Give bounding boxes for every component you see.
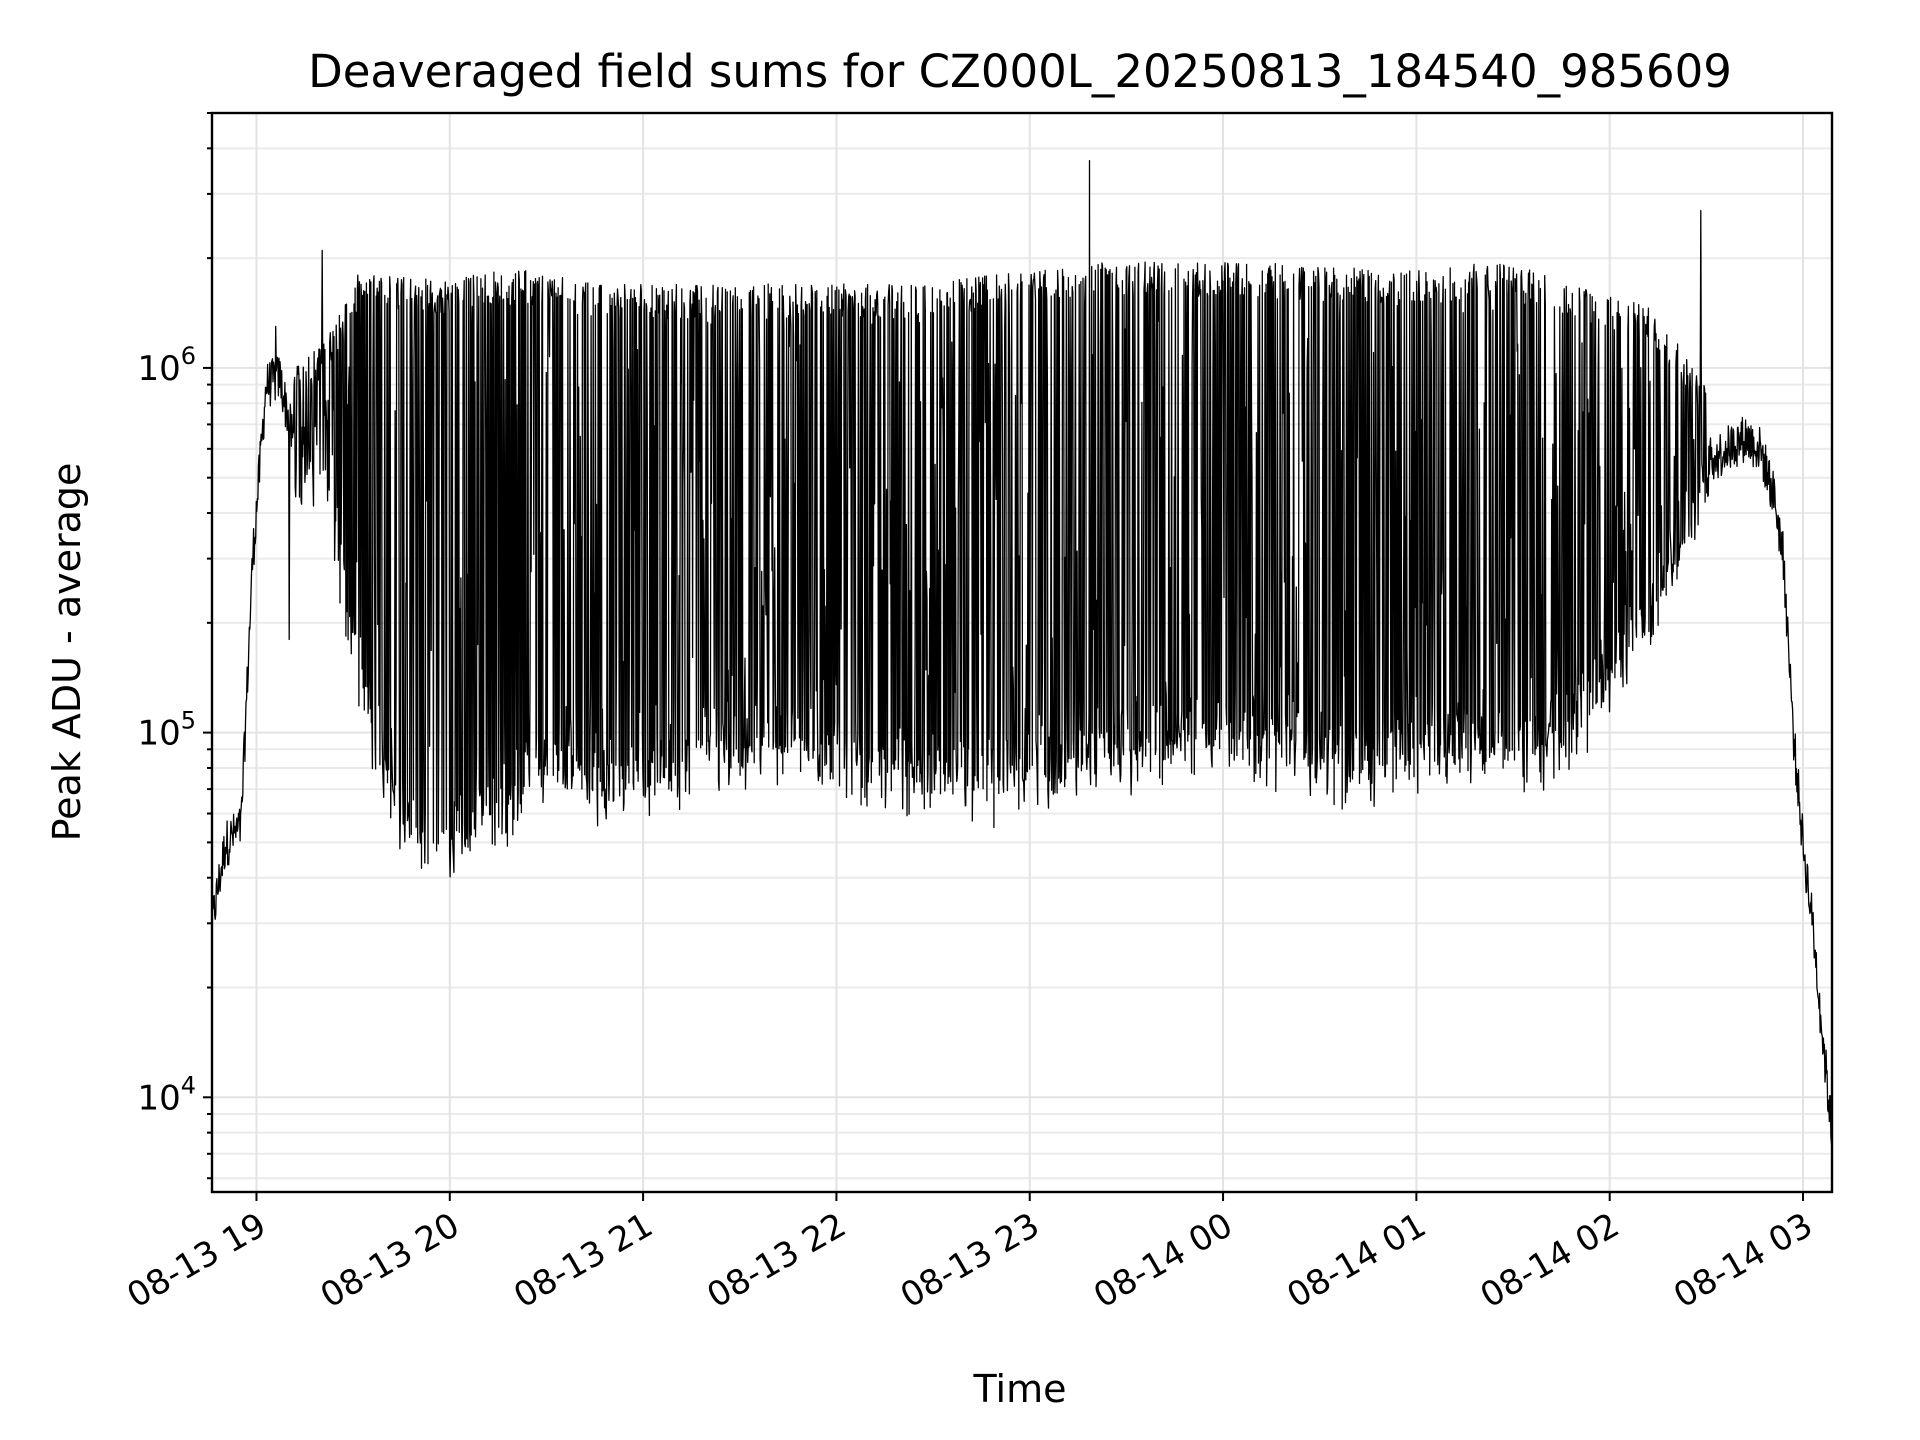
y-axis: 104 105 106: [137, 112, 212, 1180]
x-tick-label: 08-13 22: [701, 1205, 853, 1316]
x-tick-label: 08-14 03: [1667, 1205, 1819, 1316]
x-tick-label: 08-13 23: [894, 1205, 1046, 1316]
y-tick-label: 106: [137, 342, 196, 389]
x-axis-label: Time: [973, 1367, 1067, 1411]
x-tick-label: 08-13 19: [121, 1205, 273, 1316]
x-axis: 08-13 19 08-13 20 08-13 21 08-13 22 08-13 23…: [121, 1192, 1820, 1316]
x-tick-label: 08-14 02: [1474, 1205, 1626, 1316]
series-line: [211, 160, 1833, 1145]
y-tick-label: 104: [137, 1071, 196, 1118]
y-tick-label: 105: [137, 707, 196, 754]
chart-title: Deaveraged field sums for CZ000L_2025081…: [308, 45, 1732, 98]
x-tick-label: 08-13 20: [314, 1205, 466, 1316]
x-tick-label: 08-14 01: [1280, 1205, 1432, 1316]
y-axis-label: Peak ADU - average: [45, 463, 89, 842]
x-tick-label: 08-13 21: [507, 1205, 659, 1316]
plot-frame: [210, 111, 1834, 1194]
x-tick-label: 08-14 00: [1087, 1205, 1239, 1316]
